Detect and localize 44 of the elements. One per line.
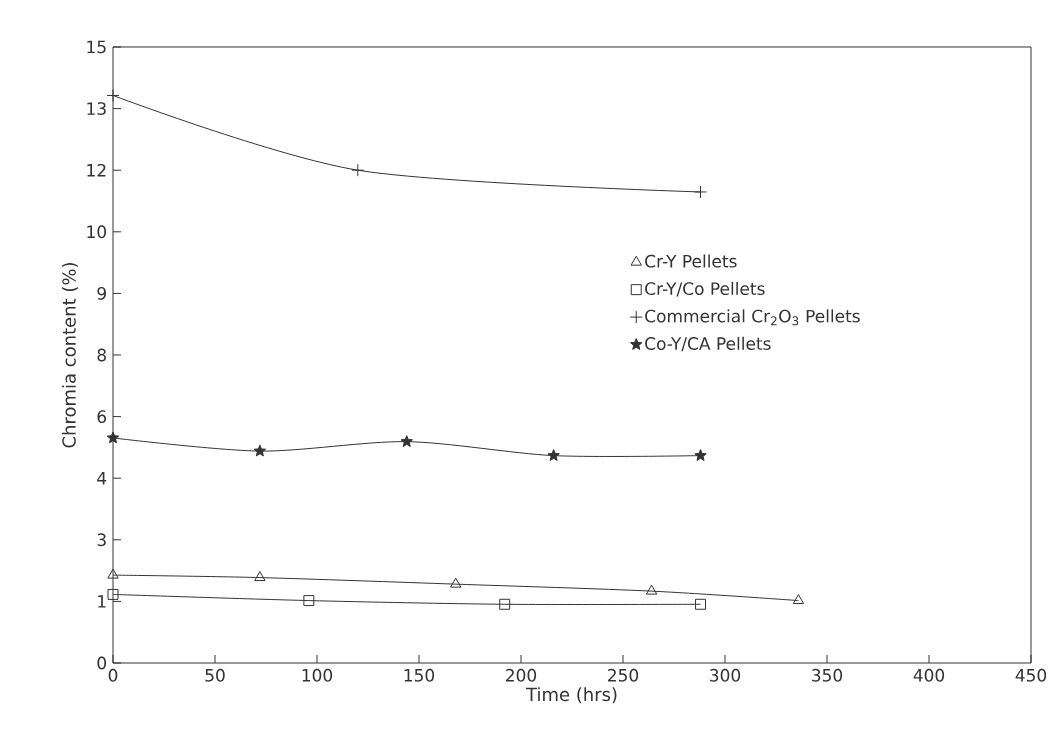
x-tick-label: 100 — [302, 668, 333, 682]
point — [645, 584, 658, 595]
x-tick-label: 350 — [812, 668, 843, 682]
point — [351, 163, 365, 177]
point — [253, 444, 267, 457]
point — [303, 595, 315, 607]
y-axis-title: Chromia content (%) — [61, 263, 78, 448]
legend-label: Cr-Y/Co Pellets — [645, 281, 765, 297]
point — [450, 577, 462, 588]
y-tick-label: 8 — [97, 348, 106, 362]
y-tick-label: 15 — [87, 40, 106, 54]
y-tick-label: 6 — [97, 410, 107, 424]
y-tick-label: 1 — [98, 595, 106, 608]
legend-label: Cr-Y Pellets — [645, 254, 737, 268]
point — [254, 571, 266, 582]
y-tick-label: 4 — [97, 472, 107, 485]
point — [400, 435, 413, 447]
x-axis-title: Time (hrs) — [525, 687, 617, 704]
legend-label: Commercial Cr$_{2}$O$_{3}$ Pellets — [645, 309, 860, 326]
point — [694, 185, 707, 199]
point — [106, 88, 120, 102]
point — [694, 449, 707, 461]
x-tick-label: 150 — [404, 668, 435, 682]
y-tick-label: 0 — [97, 656, 107, 670]
point — [106, 431, 120, 444]
legend-label: Co-Y/CA Pellets — [645, 336, 771, 352]
y-tick-label: 10 — [87, 225, 106, 239]
y-tick-label: 9 — [97, 286, 106, 300]
x-tick-label: 0 — [108, 668, 118, 682]
point — [499, 598, 511, 610]
x-tick-label: 300 — [710, 668, 741, 682]
x-tick-label: 200 — [506, 668, 537, 682]
point — [695, 598, 706, 610]
x-tick-label: 50 — [205, 668, 225, 682]
y-tick-label: 3 — [97, 533, 106, 547]
point — [547, 449, 560, 461]
x-tick-label: 400 — [913, 668, 945, 682]
point — [107, 588, 119, 600]
y-tick-label: 13 — [87, 102, 106, 116]
x-tick-label: 450 — [1015, 668, 1047, 682]
y-tick-label: 12 — [87, 163, 106, 177]
point — [792, 594, 805, 605]
x-tick-label: 250 — [608, 668, 639, 682]
point — [107, 568, 119, 579]
